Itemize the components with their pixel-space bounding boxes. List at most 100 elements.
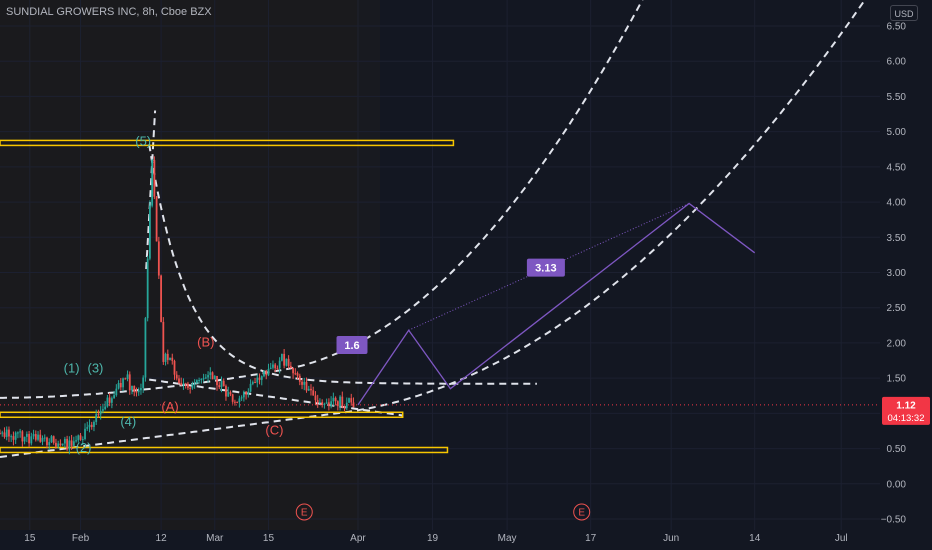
- x-tick-label: 17: [585, 533, 597, 544]
- candle-body: [193, 383, 196, 385]
- x-tick-label: 15: [263, 533, 275, 544]
- candle-body: [108, 397, 111, 403]
- candle-body: [34, 434, 37, 440]
- y-tick-label: 5.00: [887, 127, 907, 138]
- candle-body: [50, 436, 53, 443]
- candle-body: [202, 378, 205, 380]
- candle-body: [256, 377, 259, 383]
- candle-body: [14, 432, 17, 440]
- candle-body: [104, 406, 107, 410]
- candle-body: [238, 398, 241, 403]
- candle-body: [166, 353, 169, 360]
- candle-body: [90, 424, 93, 428]
- y-tick-label: 0.50: [887, 444, 907, 455]
- earnings-marker-label: E: [301, 508, 308, 519]
- candle-body: [341, 396, 344, 407]
- y-tick-label: 6.50: [887, 22, 907, 33]
- candle-body: [305, 381, 308, 391]
- y-tick-label: 4.50: [887, 162, 907, 173]
- candle-body: [39, 434, 42, 442]
- price-axis[interactable]: 6.50 6.00 5.50 5.00 4.50 4.00 3.50 3.00 2.50 2.00…: [881, 22, 907, 526]
- candle-body: [321, 402, 324, 405]
- time-axis[interactable]: 15 Feb 12 Mar 15 Apr 19 May 17 Jun 14 Jul: [24, 533, 847, 544]
- horizontal-band: [0, 446, 449, 454]
- candle-body: [173, 360, 176, 375]
- candle-body: [289, 365, 292, 369]
- countdown-text: 04:13:32: [888, 413, 925, 424]
- candle-body: [19, 431, 22, 433]
- candle-body: [345, 402, 348, 409]
- candle-body: [32, 434, 35, 437]
- candle-body: [37, 434, 39, 440]
- candle-body: [301, 381, 303, 385]
- fan-curve-lower: [0, 0, 867, 458]
- candle-body: [276, 368, 279, 370]
- earnings-marker: [295, 503, 313, 521]
- candle-body: [117, 383, 120, 389]
- x-tick-label: Mar: [206, 533, 224, 544]
- candle-body: [5, 429, 8, 437]
- wave-label: (A): [161, 399, 178, 414]
- candle-body: [263, 370, 265, 377]
- candle-body: [225, 386, 227, 397]
- fan-curve-spike: [145, 110, 157, 270]
- candle-body: [110, 398, 113, 403]
- y-tick-label: 1.50: [887, 374, 907, 385]
- wave-label: (B): [197, 334, 214, 349]
- candle-body: [213, 375, 216, 380]
- candle-body: [316, 400, 319, 403]
- candle-body: [66, 438, 69, 450]
- candle-body: [182, 383, 185, 385]
- candle-body: [122, 378, 124, 388]
- candlestick-series: [0, 156, 355, 455]
- last-price-tag: 1.12 04:13:32: [882, 396, 930, 425]
- candle-body: [245, 391, 248, 395]
- candle-body: [207, 375, 209, 378]
- candle-body: [348, 398, 350, 403]
- candle-body: [258, 377, 261, 380]
- candle-body: [63, 438, 66, 444]
- y-tick-label: 5.50: [887, 92, 907, 103]
- last-price-text: 1.12: [896, 400, 916, 411]
- candle-body: [144, 318, 147, 378]
- candle-body: [43, 437, 46, 439]
- wave-label: (C): [265, 422, 283, 437]
- candle-body: [204, 377, 207, 379]
- candle-body: [336, 401, 339, 407]
- x-tick-label: 15: [24, 533, 36, 544]
- candle-body: [142, 377, 145, 389]
- x-tick-label: 14: [749, 533, 761, 544]
- candle-body: [334, 397, 337, 402]
- candle-body: [274, 364, 277, 369]
- projection-label: 1.6: [344, 340, 359, 352]
- candle-body: [16, 432, 19, 434]
- y-tick-label: 6.00: [887, 57, 907, 68]
- candle-body: [59, 443, 62, 446]
- candle-body: [200, 378, 203, 381]
- candle-body: [106, 397, 109, 407]
- candle-body: [75, 440, 77, 442]
- candle-body: [332, 397, 335, 402]
- candle-body: [10, 436, 13, 438]
- candle-body: [216, 375, 218, 386]
- wave-label: (1): [64, 361, 80, 376]
- projection-line: [357, 202, 756, 406]
- candle-body: [312, 390, 315, 396]
- candle-body: [57, 443, 60, 447]
- wave-label: (4): [120, 414, 136, 429]
- candle-body: [124, 378, 127, 380]
- candle-body: [178, 378, 180, 383]
- candle-body: [227, 392, 230, 397]
- candle-body: [81, 439, 84, 441]
- candle-body: [209, 372, 212, 376]
- candle-body: [12, 436, 15, 440]
- candle-body: [128, 374, 131, 391]
- candle-body: [160, 275, 162, 322]
- candle-body: [113, 395, 116, 399]
- y-tick-label: 2.00: [887, 338, 907, 349]
- candle-body: [296, 373, 299, 376]
- currency-badge[interactable]: USD: [890, 5, 918, 21]
- candle-body: [115, 388, 118, 396]
- candle-body: [126, 374, 129, 380]
